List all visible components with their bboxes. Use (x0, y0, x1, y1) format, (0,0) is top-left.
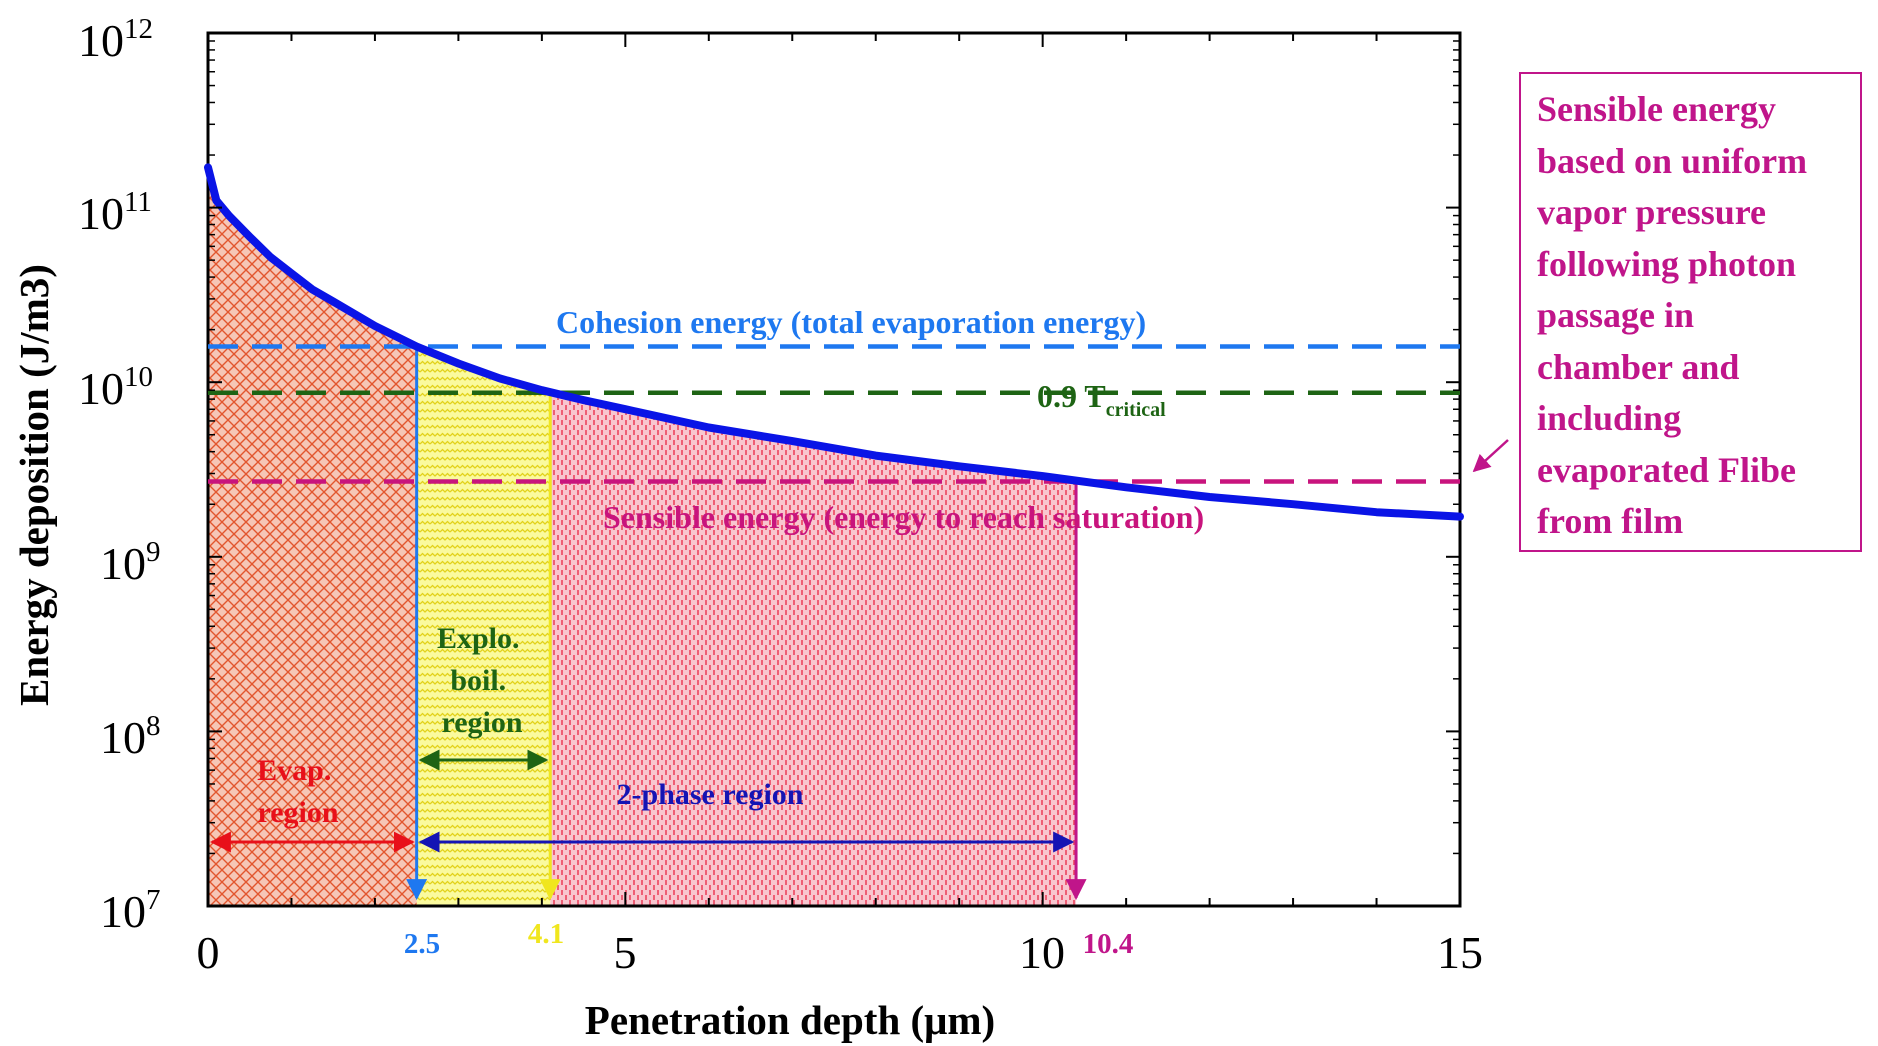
side-note-line: chamber and (1537, 346, 1740, 387)
axis-ticks (207, 32, 1461, 907)
explosive-boiling-region-label: Explo. boil. region (437, 622, 527, 739)
x-tick-label: 15 (1437, 927, 1483, 978)
boundary-label-10-4: 10.4 (1083, 928, 1134, 960)
side-note-line: evaporated Flibe (1537, 449, 1796, 490)
two-phase-region-label: 2-phase region (617, 778, 804, 811)
side-note-box: Sensible energy based on uniform vapor p… (1519, 72, 1862, 552)
side-note-line: Sensible energy (1537, 89, 1776, 129)
side-note-line: including (1537, 398, 1682, 438)
x-axis-title: Penetration depth (μm) (585, 997, 995, 1043)
y-tick-label: 109 (100, 536, 161, 589)
evaporation-region-label: Evap. region (257, 754, 339, 829)
y-tick-label: 107 (100, 884, 161, 937)
y-axis-title: Energy deposition (J/m3) (11, 264, 57, 706)
side-note-pointer (1472, 439, 1509, 473)
evaporation-region-fill (208, 167, 417, 906)
y-tick-label: 108 (100, 710, 161, 763)
side-note-line: from film (1537, 501, 1684, 541)
side-note-line: following photon (1537, 243, 1797, 284)
boundary-label-4-1: 4.1 (528, 918, 564, 950)
energy-deposition-curve (204, 163, 1464, 521)
cohesion-energy-label: Cohesion energy (total evaporation energ… (556, 304, 1146, 340)
boundary-label-2-5: 2.5 (404, 928, 440, 960)
y-tick-label: 1011 (78, 186, 152, 239)
plot-frame (206, 31, 1462, 908)
y-tick-label: 1012 (78, 13, 153, 66)
critical-temperature-label: 0.9 Tcritical (1037, 378, 1166, 421)
x-tick-label: 0 (197, 927, 220, 978)
side-note-line: vapor pressure (1537, 192, 1767, 232)
y-tick-label: 1010 (78, 361, 153, 414)
two-phase-region-fill (550, 392, 1077, 906)
x-tick-label: 10 (1019, 927, 1065, 978)
x-tick-label: 5 (614, 927, 637, 978)
side-note-line: based on uniform (1537, 140, 1808, 181)
sensible-energy-label: Sensible energy (energy to reach saturat… (603, 499, 1204, 535)
side-note-line: passage in (1537, 295, 1695, 335)
